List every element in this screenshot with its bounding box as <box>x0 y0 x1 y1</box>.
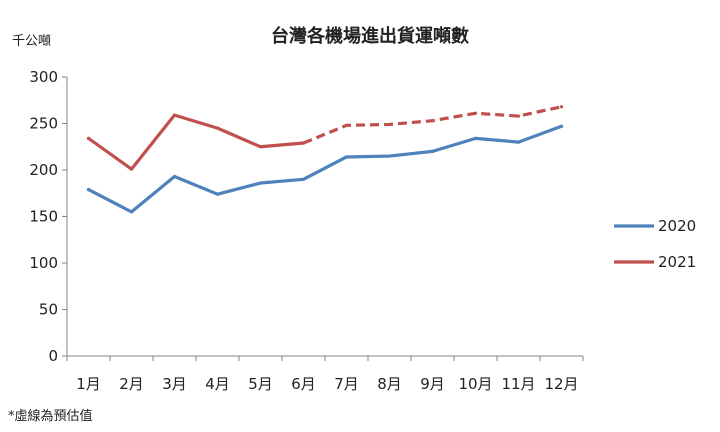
legend: 2020 2021 <box>614 217 696 271</box>
x-tick-label: 7月 <box>334 375 359 393</box>
data-point-2021-2月 <box>129 167 134 171</box>
series-line-2021 <box>86 113 306 171</box>
x-tick-label: 12月 <box>544 375 578 393</box>
x-tick-label: 3月 <box>162 375 187 393</box>
x-tick-label: 5月 <box>248 375 273 393</box>
data-point-2020-1月 <box>86 187 91 192</box>
data-point-2020-9月 <box>430 149 435 153</box>
x-tick-label: 11月 <box>501 375 535 393</box>
y-axis-unit-label: 千公噸 <box>12 34 51 49</box>
y-tick-label: 250 <box>29 115 58 133</box>
x-tick-label: 4月 <box>205 375 230 393</box>
y-tick-label: 150 <box>29 208 58 226</box>
data-point-2021-10月 <box>473 111 478 115</box>
x-axis-ticks: 1月 2月 3月 4月 5月 6月 7月 8月 9月 10月 11月 12月 <box>66 356 584 393</box>
series-layer <box>86 105 564 214</box>
x-tick-label: 1月 <box>76 375 101 393</box>
data-point-2020-4月 <box>215 192 220 196</box>
data-point-2021-8月 <box>387 122 392 127</box>
data-point-2021-5月 <box>258 145 263 149</box>
data-point-2020-5月 <box>258 181 263 185</box>
series-line-estimate-2021 <box>302 105 562 145</box>
data-point-2021-3月 <box>172 113 177 117</box>
y-tick-label: 100 <box>29 254 58 272</box>
data-point-2021-12月 <box>559 105 564 109</box>
y-axis-ticks: 0 50 100 150 200 250 300 <box>29 68 67 365</box>
data-point-2021-9月 <box>430 119 435 123</box>
x-tick-label: 2月 <box>119 375 144 393</box>
data-point-2020-11月 <box>516 140 521 144</box>
y-tick-label: 200 <box>29 161 58 179</box>
data-point-2021-1月 <box>86 136 91 140</box>
axes <box>66 77 583 357</box>
chart-title: 台灣各機場進出貨運噸數 <box>271 25 469 47</box>
data-point-2021-11月 <box>516 114 521 118</box>
footnote: *虛線為預估值 <box>8 408 93 424</box>
legend-label-2020: 2020 <box>658 217 696 235</box>
x-tick-label: 10月 <box>458 375 492 393</box>
data-point-2020-6月 <box>301 177 306 181</box>
data-point-2020-7月 <box>344 155 349 159</box>
y-tick-label: 50 <box>39 301 58 319</box>
series-line-2020 <box>86 124 564 214</box>
data-point-2020-2月 <box>129 210 134 214</box>
legend-label-2021: 2021 <box>658 253 696 271</box>
data-point-2021-7月 <box>344 123 349 127</box>
x-tick-label: 9月 <box>420 375 445 393</box>
data-point-2020-3月 <box>172 174 177 179</box>
data-point-2020-12月 <box>559 124 564 128</box>
y-tick-label: 300 <box>29 68 58 86</box>
x-tick-label: 6月 <box>291 375 316 393</box>
y-tick-label: 0 <box>48 347 58 365</box>
data-point-2021-6月 <box>301 141 306 145</box>
x-tick-label: 8月 <box>377 375 402 393</box>
data-point-2020-8月 <box>387 154 392 158</box>
data-point-2021-4月 <box>215 126 220 130</box>
data-point-2020-10月 <box>473 136 478 140</box>
